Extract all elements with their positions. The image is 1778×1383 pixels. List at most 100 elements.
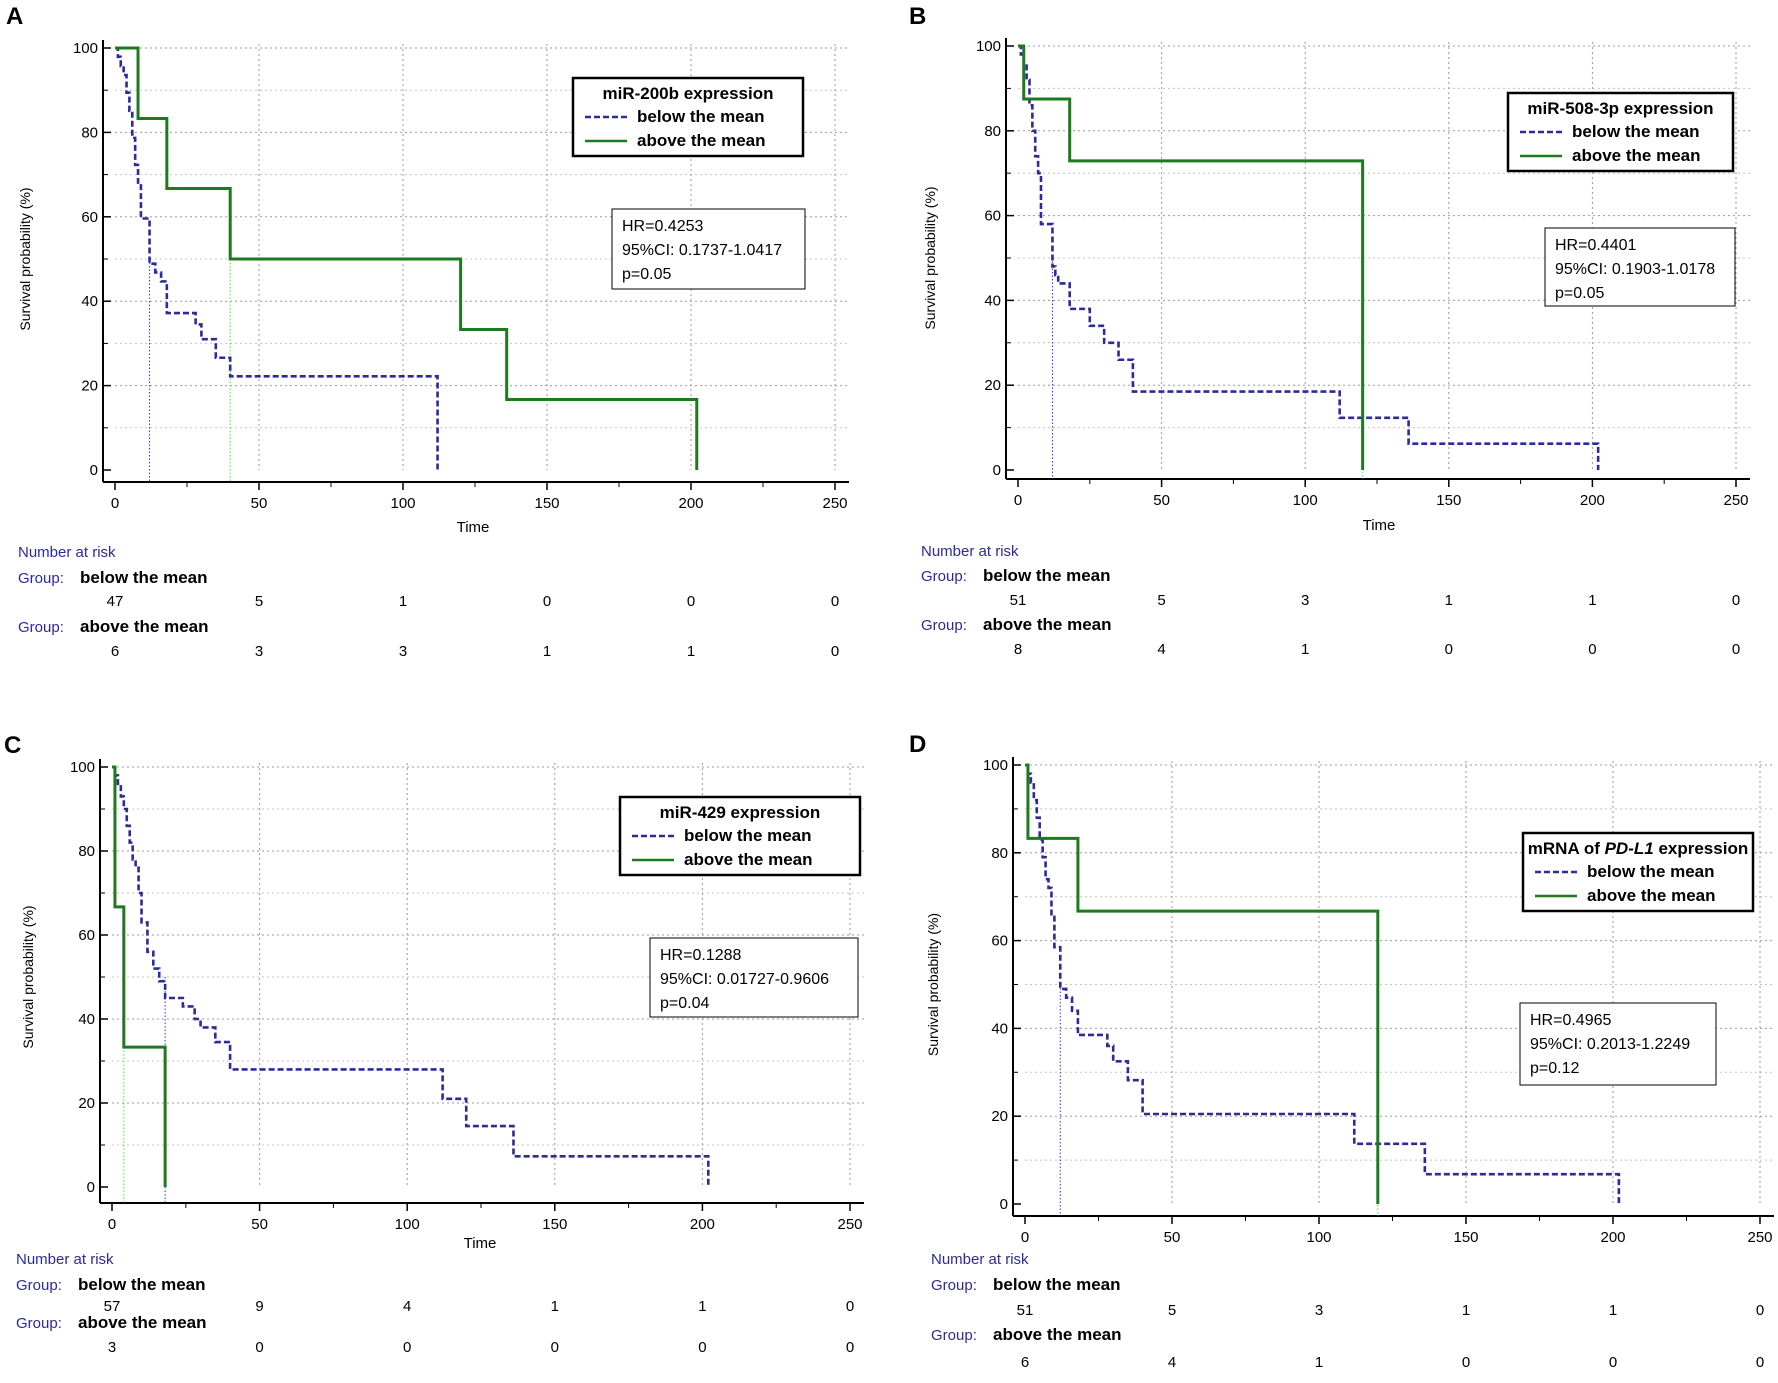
- risk-table: Number at risk Group: below the mean 47 5 1 0 0…: [18, 544, 839, 660]
- y-tick-label: 80: [984, 123, 1001, 140]
- y-tick-label: 100: [73, 40, 98, 57]
- x-axis-label: Time: [464, 1235, 497, 1252]
- y-tick-label: 100: [976, 38, 1001, 55]
- survival-curve-below-mean: [1025, 763, 1621, 1204]
- risk-count: 1: [1301, 641, 1309, 658]
- risk-group-name: below the mean: [78, 1275, 206, 1294]
- x-axis-label: Time: [457, 519, 490, 536]
- risk-count: 0: [1732, 592, 1740, 609]
- survival-curve-above-mean: [1025, 763, 1380, 1204]
- risk-count: 0: [551, 1339, 559, 1356]
- risk-group-name: below the mean: [80, 568, 208, 587]
- risk-group-name: above the mean: [80, 617, 209, 636]
- risk-count: 1: [551, 1298, 559, 1315]
- x-tick-label: 50: [251, 495, 268, 512]
- risk-group-label: Group:: [921, 568, 967, 585]
- risk-group-label: Group:: [18, 619, 64, 636]
- stats-line: HR=0.4965: [1530, 1012, 1611, 1029]
- panel-letter: D: [909, 731, 926, 758]
- risk-count: 0: [1756, 1354, 1764, 1371]
- risk-count: 5: [1168, 1302, 1176, 1319]
- risk-table-title: Number at risk: [931, 1251, 1029, 1268]
- x-tick-label: 150: [1436, 492, 1461, 509]
- risk-count: 4: [1157, 641, 1165, 658]
- risk-count: 3: [108, 1339, 116, 1356]
- x-tick-label: 100: [395, 1216, 420, 1233]
- legend-box: [1521, 831, 1755, 913]
- axes: 0 20 40 60 80 100 0 50 100 150 200 250: [70, 759, 864, 1233]
- stats-line: p=0.04: [660, 995, 709, 1012]
- risk-count: 0: [255, 1339, 263, 1356]
- y-tick-label: 40: [78, 1011, 95, 1028]
- risk-count: 0: [1462, 1354, 1470, 1371]
- risk-count: 0: [831, 593, 839, 610]
- x-tick-label: 50: [1153, 492, 1170, 509]
- x-tick-label: 150: [534, 495, 559, 512]
- stats-line: HR=0.1288: [660, 947, 741, 964]
- y-tick-label: 40: [984, 292, 1001, 309]
- risk-count: 0: [698, 1339, 706, 1356]
- y-tick-label: 60: [991, 933, 1008, 950]
- stats-line: 95%CI: 0.01727-0.9606: [660, 971, 829, 988]
- y-tick-label: 0: [87, 1179, 95, 1196]
- survival-curve-above-mean: [115, 46, 699, 470]
- risk-count: 5: [255, 593, 263, 610]
- x-tick-label: 0: [1021, 1229, 1029, 1246]
- risk-count: 0: [1609, 1354, 1617, 1371]
- y-tick-label: 100: [983, 757, 1008, 774]
- risk-count: 51: [1010, 592, 1027, 609]
- risk-count: 0: [846, 1339, 854, 1356]
- risk-count: 4: [1168, 1354, 1176, 1371]
- x-tick-label: 100: [1306, 1229, 1331, 1246]
- legend-title: miR-200b expression: [602, 84, 773, 103]
- y-tick-label: 60: [984, 208, 1001, 225]
- stats-line: HR=0.4253: [622, 218, 703, 235]
- stats-line: HR=0.4401: [1555, 237, 1636, 254]
- legend: mRNA of PD-L1 expression below the mean ab…: [1521, 831, 1755, 913]
- stats-box: HR=0.4965 95%CI: 0.2013-1.2249 p=0.12: [1519, 1002, 1717, 1086]
- stats-line: 95%CI: 0.2013-1.2249: [1530, 1036, 1690, 1053]
- stats-line: 95%CI: 0.1903-1.0178: [1555, 261, 1715, 278]
- x-axis-label: Time: [1363, 517, 1396, 534]
- legend-label-above: above the mean: [637, 131, 766, 150]
- risk-count: 57: [104, 1298, 121, 1315]
- legend-label-below: below the mean: [1572, 122, 1700, 141]
- risk-count: 1: [687, 643, 695, 660]
- y-axis-label: Survival probability (%): [922, 186, 938, 329]
- risk-count: 47: [107, 593, 124, 610]
- risk-count: 1: [1445, 592, 1453, 609]
- panel-letter: A: [6, 3, 23, 30]
- legend-label-below: below the mean: [1587, 862, 1715, 881]
- x-tick-label: 100: [390, 495, 415, 512]
- legend: miR-200b expression below the mean above t…: [571, 76, 805, 158]
- risk-table: Number at risk Group: below the mean 57 9 4 1 1…: [16, 1251, 854, 1356]
- risk-count: 6: [111, 643, 119, 660]
- stats-box-border: [1519, 1002, 1717, 1086]
- panel-letter: C: [4, 732, 21, 759]
- risk-count: 8: [1014, 641, 1022, 658]
- risk-count: 3: [255, 643, 263, 660]
- risk-group-name: below the mean: [993, 1275, 1121, 1294]
- y-tick-label: 60: [78, 927, 95, 944]
- x-tick-label: 0: [111, 495, 119, 512]
- stats-line: p=0.12: [1530, 1060, 1579, 1077]
- risk-group-label: Group:: [16, 1315, 62, 1332]
- risk-count: 51: [1017, 1302, 1034, 1319]
- risk-count: 0: [1756, 1302, 1764, 1319]
- survival-curve-above-mean: [1018, 44, 1365, 470]
- y-tick-label: 80: [78, 843, 95, 860]
- legend-box: [1506, 91, 1735, 173]
- stats-line: p=0.05: [622, 266, 671, 283]
- stats-line: p=0.05: [1555, 285, 1604, 302]
- risk-count: 1: [698, 1298, 706, 1315]
- risk-count: 6: [1021, 1354, 1029, 1371]
- risk-count: 4: [403, 1298, 411, 1315]
- survival-curve-below-mean: [112, 765, 710, 1187]
- risk-count: 1: [1609, 1302, 1617, 1319]
- risk-table: Number at risk Group: below the mean 51 5 3 1 1…: [931, 1251, 1764, 1371]
- risk-count: 1: [1315, 1354, 1323, 1371]
- x-tick-label: 100: [1293, 492, 1318, 509]
- x-tick-label: 250: [1747, 1229, 1772, 1246]
